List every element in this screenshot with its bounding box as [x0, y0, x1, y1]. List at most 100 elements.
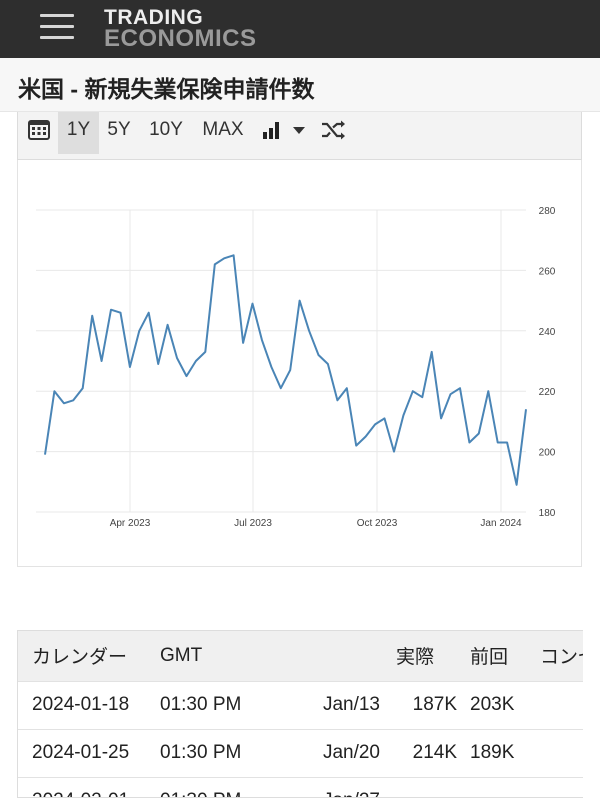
logo-line1: TRADING	[104, 6, 204, 29]
cell-date: 2024-01-18	[18, 680, 160, 729]
data-point[interactable]	[127, 364, 133, 370]
cell-reference: Jan/27	[292, 776, 380, 797]
data-point[interactable]	[382, 415, 388, 421]
data-point[interactable]	[325, 361, 331, 367]
data-point[interactable]	[202, 349, 208, 355]
data-point[interactable]	[419, 394, 425, 400]
data-point[interactable]	[89, 313, 95, 319]
cell-time: 01:30 PM	[160, 680, 292, 729]
data-point[interactable]	[485, 388, 491, 394]
data-point[interactable]	[523, 406, 529, 412]
data-point[interactable]	[268, 364, 274, 370]
data-point[interactable]	[278, 385, 284, 391]
data-point[interactable]	[250, 301, 256, 307]
data-point[interactable]	[70, 397, 76, 403]
data-point[interactable]	[108, 307, 114, 313]
logo-line2: ECONOMICS	[104, 25, 257, 52]
top-bar: TRADING ECONOMICS	[0, 0, 600, 58]
title-bar: 米国 - 新規失業保険申請件数	[0, 58, 600, 112]
data-point[interactable]	[457, 385, 463, 391]
x-tick-label: Jul 2023	[234, 518, 272, 529]
column-header-gmt[interactable]: GMT	[160, 631, 292, 681]
data-point[interactable]	[174, 355, 180, 361]
range-5y-button[interactable]: 5Y	[107, 119, 131, 140]
cell-date: 2024-01-25	[18, 728, 160, 777]
table-header-row: カレンダー GMT 実際 前回 コンセ	[18, 631, 583, 681]
cell-previous: 189K	[470, 728, 540, 777]
cell-time: 01:30 PM	[160, 728, 292, 777]
data-point[interactable]	[306, 328, 312, 334]
data-point[interactable]	[297, 298, 303, 304]
data-point[interactable]	[259, 337, 265, 343]
data-point[interactable]	[504, 440, 510, 446]
data-point[interactable]	[514, 482, 520, 488]
data-point[interactable]	[344, 385, 350, 391]
line-chart: 180 200 220 240 260 280 Apr 2023 Jul 2023 Oct 20…	[36, 206, 556, 529]
data-point[interactable]	[136, 328, 142, 334]
data-point[interactable]	[80, 385, 86, 391]
data-point[interactable]	[429, 349, 435, 355]
column-header-consensus[interactable]: コンセ	[540, 631, 583, 681]
y-tick-label: 240	[539, 327, 556, 338]
data-point[interactable]	[165, 322, 171, 328]
cell-reference: Jan/13	[292, 680, 380, 729]
data-point[interactable]	[42, 452, 48, 458]
data-point[interactable]	[353, 443, 359, 449]
data-point[interactable]	[118, 310, 124, 316]
data-point[interactable]	[231, 252, 237, 258]
data-point[interactable]	[391, 449, 397, 455]
menu-icon[interactable]	[40, 12, 76, 42]
data-point[interactable]	[184, 373, 190, 379]
shuffle-icon[interactable]	[318, 112, 348, 154]
dropdown-caret-icon[interactable]	[288, 112, 310, 154]
data-point[interactable]	[316, 352, 322, 358]
data-point[interactable]	[51, 388, 57, 394]
calendar-icon[interactable]	[22, 112, 56, 154]
column-header-calendar[interactable]: カレンダー	[18, 631, 160, 681]
cell-consensus	[540, 776, 583, 797]
data-point[interactable]	[372, 421, 378, 427]
cell-time: 01:30 PM	[160, 776, 292, 797]
chart-toolbar: 1Y 5Y 10Y MAX	[17, 112, 582, 160]
data-point[interactable]	[193, 358, 199, 364]
data-point[interactable]	[448, 391, 454, 397]
cell-previous	[470, 776, 540, 797]
data-point[interactable]	[287, 367, 293, 373]
y-tick-label: 260	[539, 266, 556, 277]
data-point[interactable]	[146, 310, 152, 316]
data-point[interactable]	[410, 388, 416, 394]
data-point[interactable]	[99, 358, 105, 364]
cell-actual: 214K	[380, 728, 470, 777]
range-1y-button[interactable]: 1Y	[58, 112, 99, 154]
x-tick-label: Oct 2023	[357, 518, 398, 529]
data-point[interactable]	[212, 261, 218, 267]
cell-consensus: 20	[540, 680, 583, 729]
range-10y-button[interactable]: 10Y	[149, 119, 183, 140]
y-tick-label: 280	[539, 206, 556, 217]
bar-chart-icon[interactable]	[258, 112, 286, 154]
range-max-button[interactable]: MAX	[202, 119, 244, 140]
calendar-table: カレンダー GMT 実際 前回 コンセ 2024-01-18 01:30 PM …	[17, 630, 583, 798]
column-header-reference	[292, 631, 380, 681]
table-row: 2024-02-01 01:30 PM Jan/27	[18, 776, 583, 797]
data-point[interactable]	[61, 400, 67, 406]
logo[interactable]: TRADING ECONOMICS	[104, 6, 257, 52]
cell-reference: Jan/20	[292, 728, 380, 777]
data-point[interactable]	[466, 440, 472, 446]
data-point[interactable]	[476, 431, 482, 437]
data-point[interactable]	[400, 412, 406, 418]
data-point[interactable]	[438, 415, 444, 421]
cell-previous: 203K	[470, 680, 540, 729]
page-title: 米国 - 新規失業保険申請件数	[18, 76, 315, 102]
cell-date: 2024-02-01	[18, 776, 160, 797]
data-point[interactable]	[495, 440, 501, 446]
data-point[interactable]	[363, 434, 369, 440]
series-line[interactable]	[44, 254, 527, 486]
cell-actual	[380, 776, 470, 797]
data-point[interactable]	[334, 397, 340, 403]
column-header-previous[interactable]: 前回	[470, 631, 540, 681]
data-point[interactable]	[221, 255, 227, 261]
data-point[interactable]	[240, 340, 246, 346]
data-point[interactable]	[155, 361, 161, 367]
column-header-actual[interactable]: 実際	[380, 631, 470, 681]
